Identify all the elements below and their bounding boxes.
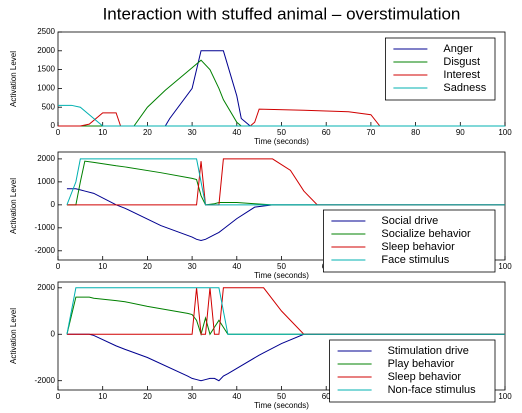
y-axis-label: Activation Level	[9, 308, 18, 364]
x-tick-label: 60	[322, 128, 331, 137]
y-tick-label: 1000	[37, 177, 55, 186]
x-tick-label: 20	[143, 262, 152, 271]
x-tick-label: 40	[232, 262, 241, 271]
legend-label: Sleep behavior	[381, 241, 455, 253]
x-tick-label: 20	[143, 128, 152, 137]
x-tick-label: 10	[98, 262, 107, 271]
legend-label: Anger	[443, 43, 473, 55]
y-tick-label: -1000	[35, 223, 56, 232]
x-tick-label: 90	[456, 128, 465, 137]
legend-label: Play behavior	[388, 358, 455, 370]
x-axis-label: Time (seconds)	[254, 137, 309, 146]
chart-title: Interaction with stuffed animal – overst…	[103, 4, 461, 23]
y-axis-label: Activation Level	[9, 178, 18, 234]
y-tick-label: -2000	[35, 376, 56, 385]
series-line	[58, 104, 505, 127]
series-line	[66, 287, 505, 335]
legend-label: Sleep behavior	[388, 371, 462, 383]
legend-label: Stimulation drive	[388, 345, 469, 357]
series-line	[66, 287, 505, 335]
x-tick-label: 50	[277, 392, 286, 401]
legend-label: Social drive	[381, 215, 438, 227]
y-tick-label: 0	[51, 200, 56, 209]
x-tick-label: 60	[322, 392, 331, 401]
x-tick-label: 0	[56, 128, 61, 137]
y-tick-label: 500	[42, 102, 56, 111]
y-tick-label: -2000	[35, 246, 56, 255]
x-tick-label: 50	[277, 262, 286, 271]
x-tick-label: 100	[498, 392, 512, 401]
y-tick-label: 2000	[37, 154, 55, 163]
y-axis-label: Activation Level	[9, 51, 18, 107]
y-tick-label: 0	[51, 121, 56, 130]
legend-box	[384, 37, 496, 101]
legend-label: Face stimulus	[381, 254, 449, 266]
x-tick-label: 40	[232, 392, 241, 401]
x-tick-label: 0	[56, 262, 61, 271]
x-tick-label: 20	[143, 392, 152, 401]
x-tick-label: 100	[498, 262, 512, 271]
x-tick-label: 0	[56, 392, 61, 401]
x-tick-label: 30	[188, 262, 197, 271]
x-tick-label: 10	[98, 128, 107, 137]
legend-box	[329, 339, 496, 403]
x-tick-label: 40	[232, 128, 241, 137]
legend-label: Socialize behavior	[381, 228, 471, 240]
x-axis-label: Time (seconds)	[254, 271, 309, 280]
x-tick-label: 30	[188, 392, 197, 401]
x-tick-label: 10	[98, 392, 107, 401]
series-line	[66, 158, 505, 206]
legend-label: Interest	[443, 69, 480, 81]
x-tick-label: 30	[188, 128, 197, 137]
x-tick-label: 50	[277, 128, 286, 137]
y-tick-label: 2000	[37, 283, 55, 292]
x-tick-label: 80	[411, 128, 420, 137]
legend-label: Non-face stimulus	[388, 384, 477, 396]
legend-box	[322, 209, 496, 273]
x-tick-label: 100	[498, 128, 512, 137]
legend-label: Disgust	[443, 56, 480, 68]
x-tick-label: 70	[366, 128, 375, 137]
x-axis-label: Time (seconds)	[254, 401, 309, 410]
legend-label: Sadness	[443, 82, 486, 94]
y-tick-label: 1000	[37, 84, 55, 93]
y-tick-label: 2500	[37, 27, 55, 36]
y-tick-label: 0	[51, 329, 56, 338]
y-tick-label: 2000	[37, 46, 55, 55]
series-line	[66, 158, 505, 206]
y-tick-label: 1500	[37, 65, 55, 74]
